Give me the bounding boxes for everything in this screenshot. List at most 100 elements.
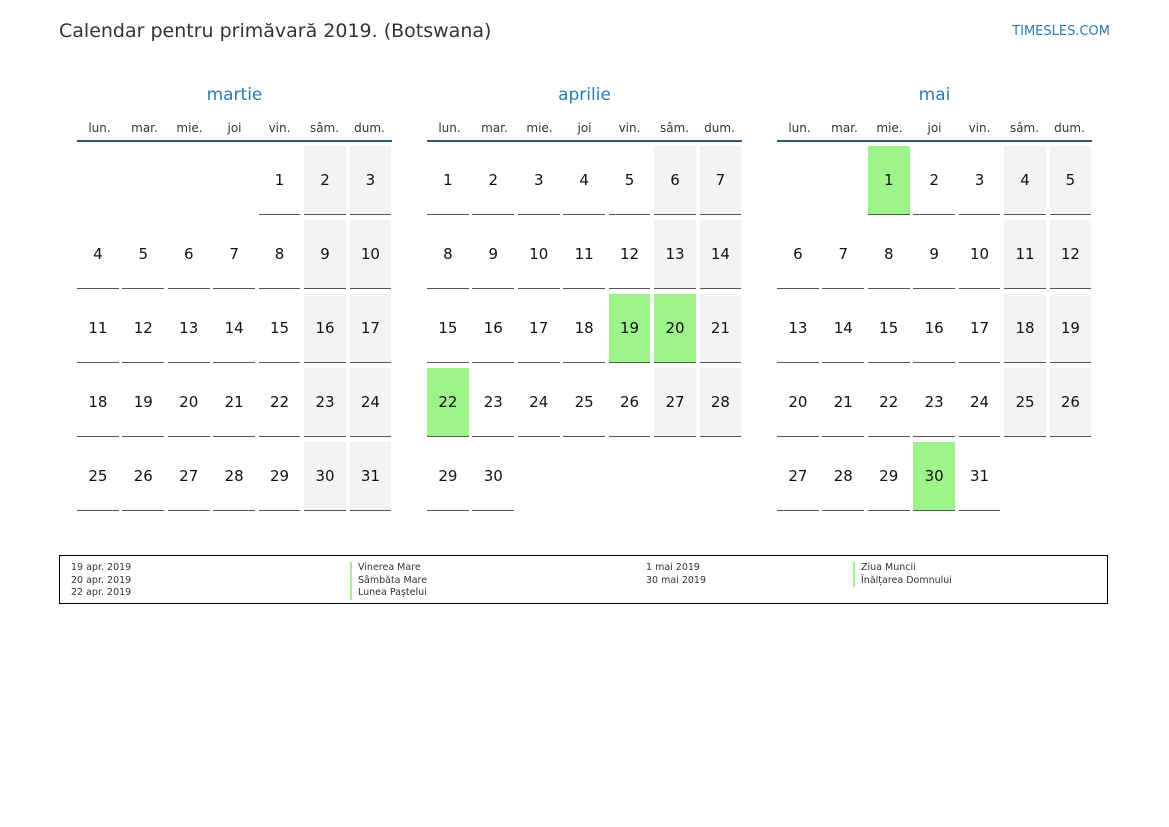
weekend-day-cell: 12	[1049, 220, 1092, 289]
legend-date: 19 apr. 2019	[71, 562, 132, 573]
day-cell: 27	[777, 442, 819, 511]
day-cell: 8	[867, 220, 910, 289]
day-cell: 2	[913, 146, 956, 215]
day-cell: 28	[213, 442, 256, 511]
legend-holiday: Lunea Paștelui	[350, 587, 427, 600]
weekend-day-cell: 6	[654, 146, 696, 215]
weekday-label: mar.	[131, 121, 158, 135]
day-cell: 12	[608, 220, 651, 289]
weekend-day-cell: 19	[1049, 294, 1092, 363]
day-cell: 7	[213, 220, 256, 289]
legend-date: 1 mai 2019	[646, 562, 700, 573]
weekday-label: mie.	[526, 121, 553, 135]
day-cell: 21	[213, 368, 256, 437]
weekday-header: lun. mar. mie. joi vin. sâm. dum.	[427, 110, 742, 142]
weekday-label: mar.	[831, 121, 858, 135]
day-cell: 15	[427, 294, 469, 363]
weekday-label: dum.	[704, 121, 735, 135]
weekday-label: lun.	[88, 121, 111, 135]
weekend-day-cell: 4	[1004, 146, 1046, 215]
weekday-label: lun.	[438, 121, 461, 135]
day-cell: 22	[258, 368, 301, 437]
day-cell: 10	[958, 220, 1001, 289]
holiday-day-cell: 19	[608, 294, 651, 363]
weekend-day-cell: 3	[349, 146, 392, 215]
weekend-day-cell: 30	[304, 442, 346, 511]
weekend-day-cell: 17	[349, 294, 392, 363]
day-cell: 17	[958, 294, 1001, 363]
empty-cell	[213, 146, 255, 214]
day-cell: 25	[563, 368, 606, 437]
holiday-legend: 19 apr. 2019 20 apr. 2019 22 apr. 2019 V…	[59, 555, 1108, 604]
weekday-label: vin.	[618, 121, 641, 135]
day-grid: 1 2 3 4 5 6 7 8 9 10 11 12 13 14 15 16 17 18 19 20 21 22 23 24 2…	[77, 146, 392, 511]
day-cell: 10	[517, 220, 560, 289]
legend-names-left: Vinerea Mare Sâmbăta Mare Lunea Paștelui	[350, 562, 427, 600]
weekend-day-cell: 24	[349, 368, 392, 437]
day-cell: 4	[563, 146, 606, 215]
legend-holiday: Înălțarea Domnului	[853, 574, 952, 588]
day-cell: 19	[122, 368, 165, 437]
weekday-label: joi	[577, 121, 592, 135]
day-cell: 4	[77, 220, 119, 289]
day-cell: 31	[958, 442, 1001, 511]
weekend-day-cell: 21	[699, 294, 742, 363]
weekday-label: dum.	[354, 121, 385, 135]
weekday-label: mie.	[176, 121, 203, 135]
weekday-label: sâm.	[309, 121, 340, 135]
weekend-day-cell: 10	[349, 220, 392, 289]
legend-date: 20 apr. 2019	[71, 574, 132, 586]
day-cell: 5	[122, 220, 165, 289]
empty-cell	[122, 146, 164, 214]
day-cell: 29	[867, 442, 910, 511]
weekend-day-cell: 16	[304, 294, 346, 363]
day-cell: 29	[258, 442, 301, 511]
day-cell: 11	[563, 220, 606, 289]
legend-dates-right: 1 mai 2019 30 mai 2019	[646, 562, 706, 587]
empty-cell	[168, 146, 210, 214]
day-cell: 11	[77, 294, 119, 363]
day-cell: 8	[258, 220, 301, 289]
day-cell: 23	[913, 368, 956, 437]
day-grid: 1 2 3 4 5 6 7 8 9 10 11 12 13 14 15 16 17 18 19 20 21 22 23 24 2…	[427, 146, 742, 511]
day-cell: 8	[427, 220, 469, 289]
day-cell: 6	[777, 220, 819, 289]
weekend-day-cell: 18	[1004, 294, 1046, 363]
weekday-label: joi	[227, 121, 242, 135]
day-cell: 3	[517, 146, 560, 215]
day-cell: 27	[167, 442, 210, 511]
day-cell: 28	[822, 442, 865, 511]
legend-holiday: Sâmbăta Mare	[350, 574, 427, 588]
weekend-day-cell: 9	[304, 220, 346, 289]
day-cell: 15	[867, 294, 910, 363]
weekday-label: vin.	[268, 121, 291, 135]
weekday-label: mar.	[481, 121, 508, 135]
legend-date: 22 apr. 2019	[71, 587, 132, 599]
day-cell: 14	[213, 294, 256, 363]
day-cell: 21	[822, 368, 865, 437]
day-cell: 24	[517, 368, 560, 437]
weekend-day-cell: 25	[1004, 368, 1046, 437]
day-cell: 20	[777, 368, 819, 437]
day-cell: 26	[122, 442, 165, 511]
day-cell: 17	[517, 294, 560, 363]
day-cell: 24	[958, 368, 1001, 437]
day-cell: 9	[913, 220, 956, 289]
day-cell: 25	[77, 442, 119, 511]
month-name: martie	[206, 85, 263, 105]
weekday-label: joi	[927, 121, 942, 135]
day-grid: 1 2 3 4 5 6 7 8 9 10 11 12 13 14 15 16 17 18 19 20 21 22 23 24 2…	[777, 146, 1092, 511]
weekday-label: sâm.	[1009, 121, 1040, 135]
day-cell: 13	[167, 294, 210, 363]
weekend-day-cell: 7	[699, 146, 742, 215]
weekday-header: lun. mar. mie. joi vin. sâm. dum.	[777, 110, 1092, 142]
day-cell: 12	[122, 294, 165, 363]
site-link[interactable]: TIMESLES.COM	[1012, 24, 1110, 39]
weekend-day-cell: 11	[1004, 220, 1046, 289]
holiday-day-cell: 20	[654, 294, 696, 363]
legend-date: 30 mai 2019	[646, 574, 707, 586]
empty-cell	[822, 146, 864, 214]
day-cell: 30	[472, 442, 515, 511]
